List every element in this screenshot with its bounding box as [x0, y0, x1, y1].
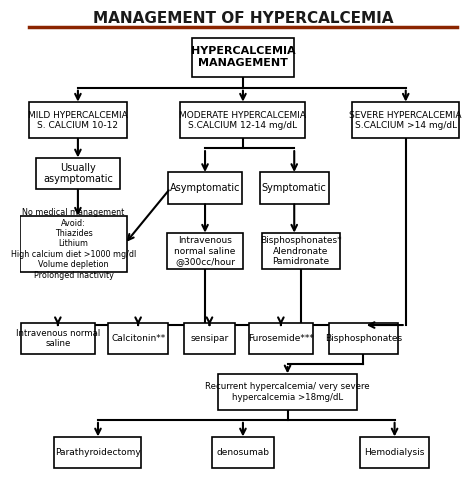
FancyBboxPatch shape: [181, 102, 305, 139]
Text: sensipar: sensipar: [191, 334, 228, 343]
Text: MILD HYPERCALCEMIA
S. CALCIUM 10-12: MILD HYPERCALCEMIA S. CALCIUM 10-12: [28, 111, 128, 130]
FancyBboxPatch shape: [55, 437, 141, 468]
FancyBboxPatch shape: [212, 437, 274, 468]
Text: Parathyroidectomy: Parathyroidectomy: [55, 448, 141, 457]
Text: denosumab: denosumab: [217, 448, 269, 457]
Text: Calcitonin**: Calcitonin**: [111, 334, 165, 343]
Text: Symptomatic: Symptomatic: [262, 183, 327, 193]
Text: No medical management
Avoid:
Thiazides
Lithium
High calcium diet >1000 mg/dl
Vol: No medical management Avoid: Thiazides L…: [11, 208, 136, 280]
FancyBboxPatch shape: [36, 158, 120, 189]
Text: MODERATE HYPERCALCEMIA
S.CALCIUM 12-14 mg/dL: MODERATE HYPERCALCEMIA S.CALCIUM 12-14 m…: [180, 111, 307, 130]
Text: HYPERCALCEMIA
MANAGEMENT: HYPERCALCEMIA MANAGEMENT: [191, 46, 295, 68]
Text: Intravenous normal
saline: Intravenous normal saline: [16, 329, 100, 348]
FancyBboxPatch shape: [360, 437, 429, 468]
FancyBboxPatch shape: [329, 323, 398, 354]
FancyBboxPatch shape: [352, 102, 459, 139]
FancyBboxPatch shape: [108, 323, 168, 354]
FancyBboxPatch shape: [260, 172, 329, 204]
FancyBboxPatch shape: [191, 38, 294, 77]
FancyBboxPatch shape: [168, 172, 242, 204]
FancyBboxPatch shape: [20, 216, 127, 272]
FancyBboxPatch shape: [219, 374, 356, 410]
Text: Intravenous
normal saline
@300cc/hour: Intravenous normal saline @300cc/hour: [174, 236, 236, 266]
Text: Recurrent hypercalcemia/ very severe
hypercalcemia >18mg/dL: Recurrent hypercalcemia/ very severe hyp…: [205, 382, 370, 402]
FancyBboxPatch shape: [184, 323, 235, 354]
Text: Furosemide***: Furosemide***: [248, 334, 314, 343]
Text: MANAGEMENT OF HYPERCALCEMIA: MANAGEMENT OF HYPERCALCEMIA: [93, 11, 393, 26]
Text: Hemodialysis: Hemodialysis: [365, 448, 425, 457]
Text: Asymptomatic: Asymptomatic: [170, 183, 240, 193]
FancyBboxPatch shape: [262, 233, 340, 269]
FancyBboxPatch shape: [248, 323, 313, 354]
Text: Usually
asymptomatic: Usually asymptomatic: [43, 163, 113, 184]
Text: SEVERE HYPERCALCEMIA
S.CALCIUM >14 mg/dL: SEVERE HYPERCALCEMIA S.CALCIUM >14 mg/dL: [349, 111, 462, 130]
Text: Bisphosphonates*
Alendronate
Pamidronate: Bisphosphonates* Alendronate Pamidronate: [260, 236, 342, 266]
FancyBboxPatch shape: [29, 102, 127, 139]
FancyBboxPatch shape: [21, 323, 95, 354]
FancyBboxPatch shape: [167, 233, 243, 269]
Text: Bisphosphonates: Bisphosphonates: [325, 334, 402, 343]
